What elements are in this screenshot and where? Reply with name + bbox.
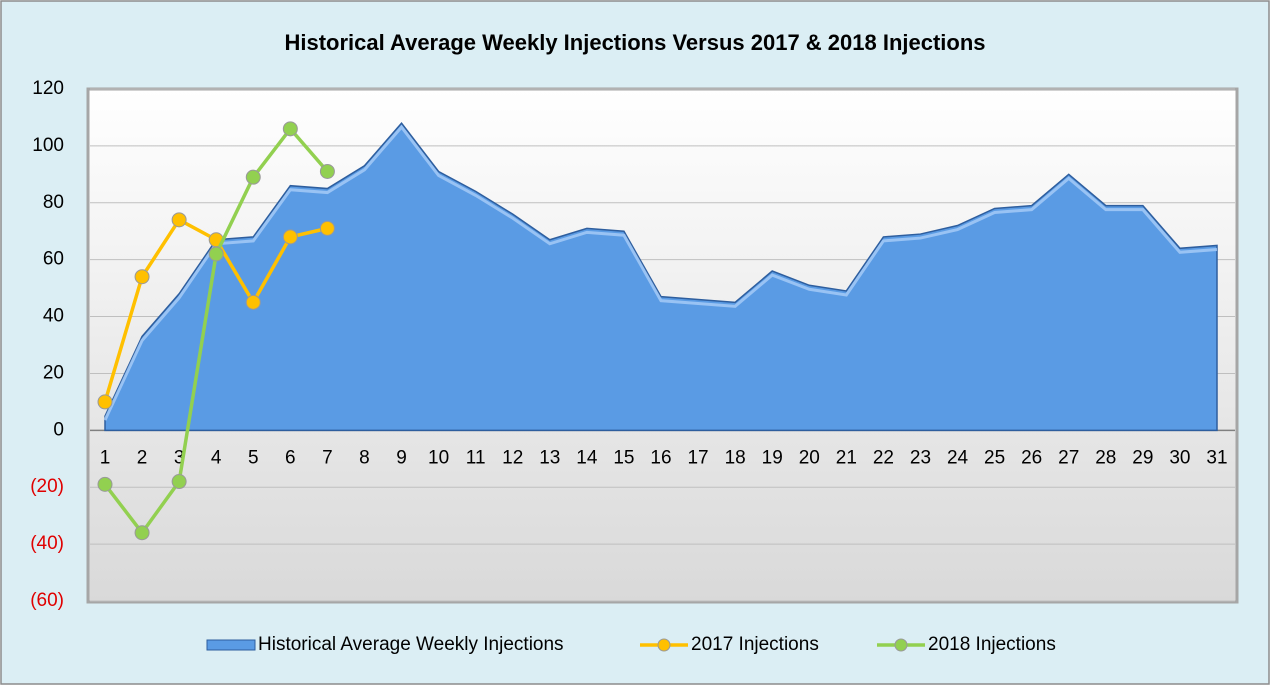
legend-marker xyxy=(657,638,671,652)
y-tick-label: 80 xyxy=(43,192,64,213)
x-tick-label: 27 xyxy=(1058,447,1079,468)
x-tick-label: 28 xyxy=(1095,447,1116,468)
marker xyxy=(97,394,113,410)
x-tick-label: 23 xyxy=(910,447,931,468)
x-tick-label: 9 xyxy=(396,447,407,468)
y-tick-label: 100 xyxy=(32,135,64,156)
legend-label: Historical Average Weekly Injections xyxy=(258,634,564,655)
x-tick-label: 12 xyxy=(502,447,523,468)
y-tick-label: 40 xyxy=(43,306,64,327)
marker xyxy=(97,476,113,492)
marker xyxy=(319,163,335,179)
marker xyxy=(245,169,261,185)
x-tick-label: 30 xyxy=(1169,447,1190,468)
x-tick-label: 17 xyxy=(687,447,708,468)
area xyxy=(104,121,1218,432)
x-tick-label: 26 xyxy=(1021,447,1042,468)
x-tick-label: 16 xyxy=(650,447,671,468)
marker xyxy=(134,525,150,541)
x-tick-label: 6 xyxy=(285,447,296,468)
x-tick-label: 21 xyxy=(836,447,857,468)
x-tick-label: 2 xyxy=(137,447,148,468)
x-tick-label: 1 xyxy=(100,447,111,468)
y-tick-label: 20 xyxy=(43,362,64,383)
x-tick-label: 8 xyxy=(359,447,370,468)
marker xyxy=(134,269,150,285)
x-tick-label: 20 xyxy=(799,447,820,468)
marker xyxy=(171,474,187,490)
x-tick-label: 22 xyxy=(873,447,894,468)
x-tick-label: 5 xyxy=(248,447,259,468)
x-tick-label: 7 xyxy=(322,447,333,468)
x-tick-label: 11 xyxy=(466,447,486,468)
y-tick-label: 60 xyxy=(43,249,64,270)
marker xyxy=(171,212,187,228)
x-tick-label: 14 xyxy=(576,447,598,468)
x-tick-label: 15 xyxy=(613,447,634,468)
marker xyxy=(245,294,261,310)
x-tick-label: 29 xyxy=(1132,447,1153,468)
y-tick-label: 120 xyxy=(32,78,64,99)
y-tick-label: (40) xyxy=(30,533,64,554)
x-tick-label: 4 xyxy=(211,447,222,468)
x-tick-label: 10 xyxy=(428,447,449,468)
y-tick-label: (60) xyxy=(30,590,64,611)
x-tick-label: 31 xyxy=(1206,447,1227,468)
x-tick-label: 24 xyxy=(947,447,969,468)
marker xyxy=(208,246,224,262)
marker xyxy=(282,121,298,137)
x-tick-label: 19 xyxy=(762,447,783,468)
legend-label: 2018 Injections xyxy=(928,634,1056,655)
chart-title: Historical Average Weekly Injections Ver… xyxy=(284,30,985,55)
area-highlight xyxy=(103,124,1218,421)
y-tick-label: 0 xyxy=(53,419,64,440)
x-tick-label: 13 xyxy=(539,447,560,468)
marker xyxy=(319,220,335,236)
marker xyxy=(282,229,298,245)
x-tick-label: 3 xyxy=(174,447,185,468)
y-tick-label: (20) xyxy=(30,476,64,497)
legend-marker xyxy=(894,638,908,652)
x-tick-label: 18 xyxy=(725,447,746,468)
legend-swatch xyxy=(206,639,256,651)
legend-label: 2017 Injections xyxy=(691,634,819,655)
x-tick-label: 25 xyxy=(984,447,1005,468)
